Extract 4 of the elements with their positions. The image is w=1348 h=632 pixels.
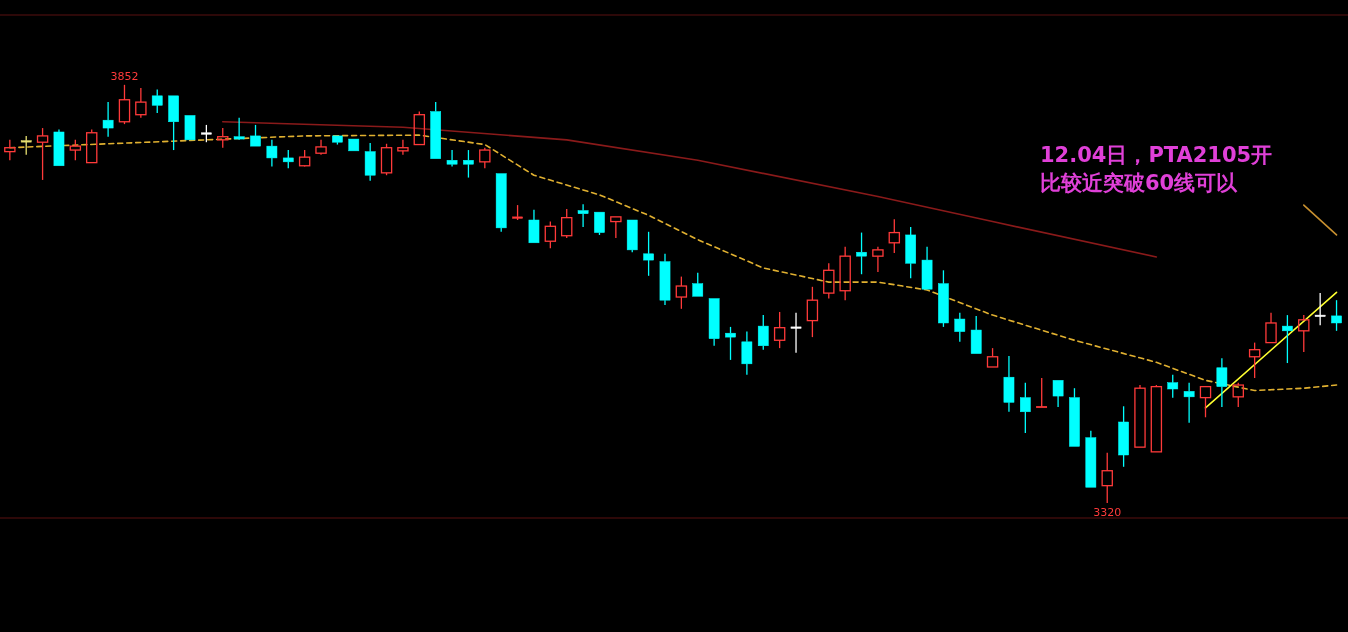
annotation: 比较近突破60线可以 (1040, 171, 1239, 195)
annotation: 3852 (110, 69, 139, 83)
annotation: 3320 (1093, 505, 1122, 519)
annotation: 12.04日，PTA2105开 (1040, 143, 1273, 167)
